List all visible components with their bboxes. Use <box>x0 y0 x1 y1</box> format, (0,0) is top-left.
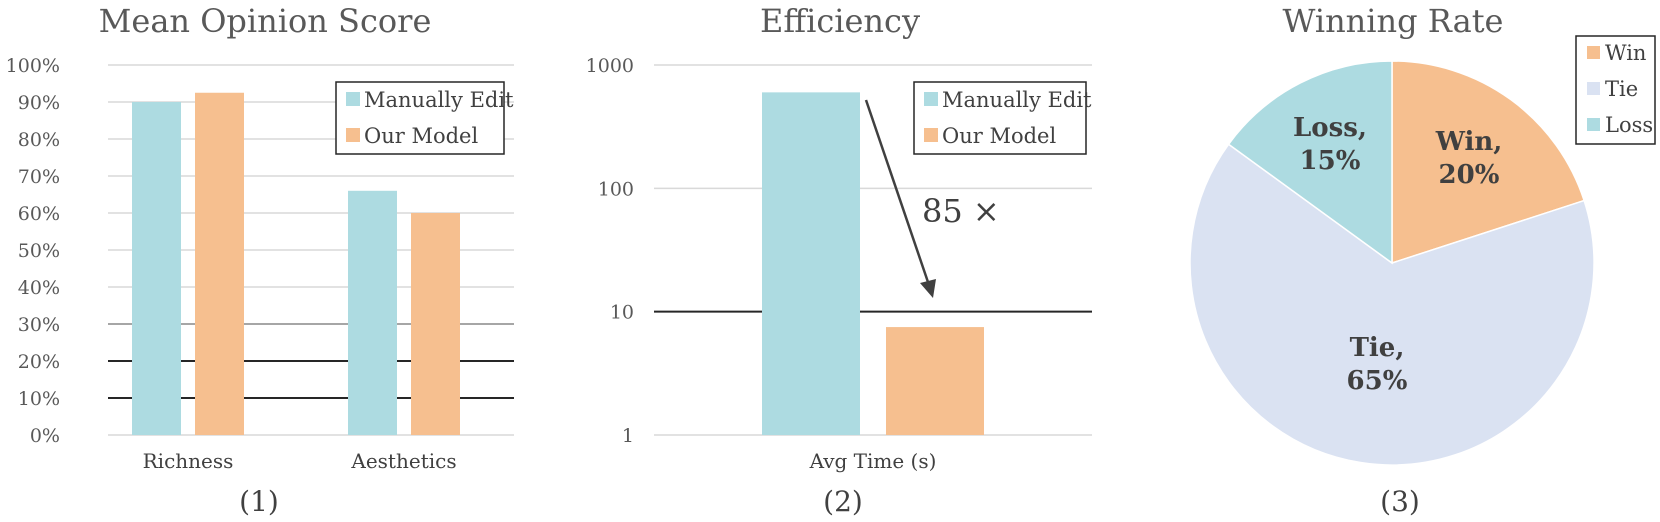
pie-label-value: 65% <box>1347 366 1408 396</box>
y-tick-label: 50% <box>18 240 60 262</box>
pie-slice-label: Loss, 15% <box>1293 113 1367 176</box>
legend-swatch-loss <box>1587 118 1600 131</box>
pie <box>1189 60 1595 466</box>
pie-slice-win <box>1391 60 1586 265</box>
y-tick-label: 70% <box>18 166 60 188</box>
legend-label: Loss <box>1605 113 1653 137</box>
y-tick-label: 100% <box>6 55 60 77</box>
y-tick-label: 40% <box>18 277 60 299</box>
legend-label: Manually Edit <box>942 88 1092 112</box>
pie-label-name: Win, <box>1435 127 1503 157</box>
chart2-title: Efficiency <box>760 2 920 40</box>
pie-label-value: 20% <box>1439 160 1500 190</box>
legend-swatch-manual <box>924 92 938 106</box>
arrow-head <box>920 279 936 298</box>
bar-manually-edit-aesthetics <box>348 190 397 435</box>
y-tick-label: 90% <box>18 92 60 114</box>
y-tick-label: 100 <box>598 178 634 200</box>
pie-slice-loss <box>1227 60 1393 265</box>
panel-label: (2) <box>823 485 863 518</box>
chart2-legend: Manually Edit Our Model <box>913 81 1092 155</box>
chart1-category-label: Aesthetics <box>350 449 456 473</box>
bar-manually-edit-richness <box>132 102 181 435</box>
y-tick-label: 60% <box>18 203 60 225</box>
pie-label-name: Tie, <box>1350 333 1405 363</box>
arrow-shaft <box>864 99 932 289</box>
pie-slice-tie <box>1189 143 1595 466</box>
y-tick-label: 1000 <box>586 55 634 77</box>
bar-our-model-richness <box>195 92 244 435</box>
legend-label: Win <box>1605 41 1646 65</box>
chart1-legend: Manually Edit Our Model <box>335 81 514 155</box>
chart2-category-label: Avg Time (s) <box>809 449 937 473</box>
pie-slice-label: Tie, 65% <box>1347 333 1408 396</box>
legend-swatch-ours <box>924 128 938 142</box>
pie-label-name: Loss, <box>1293 113 1367 143</box>
panel-label: (1) <box>239 485 279 518</box>
legend-label: Our Model <box>364 124 478 148</box>
y-tick-label: 80% <box>18 129 60 151</box>
bar-our-model <box>886 327 984 435</box>
legend-frame <box>913 81 1087 155</box>
y-tick-label: 10% <box>18 388 60 410</box>
chart1-category-label: Richness <box>143 449 234 473</box>
y-tick-label: 30% <box>18 314 60 336</box>
chart2-bars <box>762 92 984 436</box>
chart1-bars <box>132 92 460 435</box>
speedup-annotation: 85 × <box>922 192 1000 230</box>
legend-label: Tie <box>1605 77 1638 101</box>
pie-slice-label: Win, 20% <box>1435 127 1503 190</box>
bar-our-model-aesthetics <box>411 213 460 435</box>
legend-swatch-ours <box>346 128 360 142</box>
panel-label: (3) <box>1380 485 1420 518</box>
y-tick-label: 0% <box>30 425 60 447</box>
y-tick-label: 20% <box>18 351 60 373</box>
legend-label: Our Model <box>942 124 1056 148</box>
bar-manually-edit <box>762 92 860 436</box>
chart2-gridlines <box>654 64 1092 436</box>
y-tick-label: 1 <box>622 425 634 447</box>
chart1-y-ticks: 0% 10% 20% 30% 40% 50% 60% 70% 80% 90% 100% <box>6 55 60 447</box>
chart1-title: Mean Opinion Score <box>99 2 432 40</box>
legend-swatch-tie <box>1587 82 1600 95</box>
chart3-title: Winning Rate <box>1283 2 1504 40</box>
legend-label: Manually Edit <box>364 88 514 112</box>
legend-frame <box>335 81 505 155</box>
pie-label-value: 15% <box>1300 146 1361 176</box>
chart3-legend: Win Tie Loss <box>1575 35 1656 145</box>
legend-swatch-manual <box>346 92 360 106</box>
speedup-arrow <box>864 99 936 298</box>
legend-swatch-win <box>1587 46 1600 59</box>
chart2-y-ticks: 1 10 100 1000 <box>586 55 634 447</box>
chart-mean-opinion-score: Mean Opinion Score 0% 10% 20% 30% 40% 50% 60% 7… <box>6 2 514 518</box>
chart-winning-rate: Winning Rate Win, 20% Tie, 65% Loss, 15%… <box>1189 2 1656 518</box>
y-tick-label: 10 <box>610 302 634 324</box>
